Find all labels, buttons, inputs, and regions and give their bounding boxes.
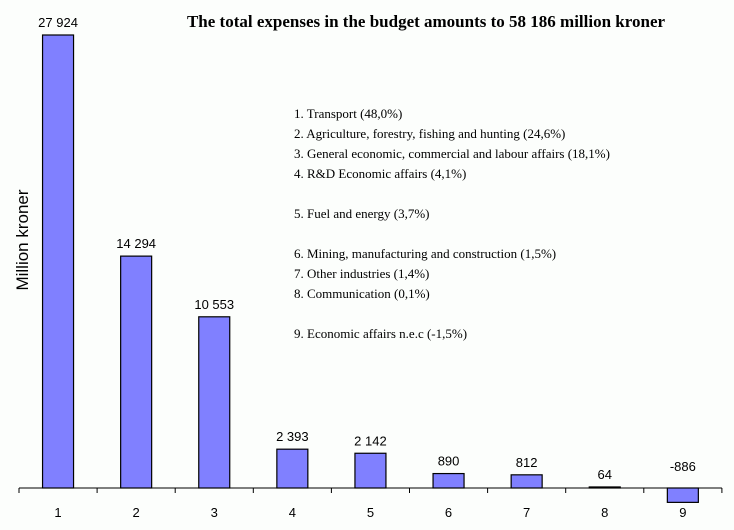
legend-entry-5: 5. Fuel and energy (3,7%)	[294, 206, 430, 221]
legend-entry-3: 3. General economic, commercial and labo…	[294, 146, 610, 161]
data-label-1: 27 924	[38, 15, 78, 30]
bar-2	[120, 255, 153, 489]
bar-3	[198, 316, 231, 489]
x-tick-label-8: 8	[601, 505, 608, 520]
data-label-3: 10 553	[194, 297, 234, 312]
bar-7	[510, 474, 543, 489]
x-tick-label-1: 1	[54, 505, 61, 520]
legend-entry-9: 9. Economic affairs n.e.c (-1,5%)	[294, 326, 467, 341]
legend-entry-6: 6. Mining, manufacturing and constructio…	[294, 246, 556, 261]
data-label-8: 64	[598, 467, 612, 482]
bar-1	[41, 34, 75, 489]
x-tick-label-4: 4	[289, 505, 296, 520]
y-axis-label: Million kroner	[13, 189, 32, 290]
data-label-9: -886	[670, 459, 696, 474]
legend-entry-8: 8. Communication (0,1%)	[294, 286, 430, 301]
bar-4	[276, 448, 309, 489]
bar-6	[432, 472, 465, 489]
x-tick-label-9: 9	[679, 505, 686, 520]
x-tick-label-5: 5	[367, 505, 374, 520]
legend-entry-7: 7. Other industries (1,4%)	[294, 266, 429, 281]
chart-title: The total expenses in the budget amounts…	[187, 12, 666, 31]
data-label-4: 2 393	[276, 429, 309, 444]
data-label-7: 812	[516, 455, 538, 470]
data-label-6: 890	[438, 454, 460, 469]
legend-entry-1: 1. Transport (48,0%)	[294, 106, 402, 121]
legend-entry-4: 4. R&D Economic affairs (4,1%)	[294, 166, 466, 181]
data-label-5: 2 142	[354, 433, 387, 448]
legend-entry-2: 2. Agriculture, forestry, fishing and hu…	[294, 126, 565, 141]
x-tick-label-3: 3	[211, 505, 218, 520]
data-label-2: 14 294	[116, 236, 156, 251]
x-tick-label-7: 7	[523, 505, 530, 520]
bar-9	[666, 487, 699, 503]
bar-5	[354, 452, 387, 489]
x-tick-label-2: 2	[133, 505, 140, 520]
x-tick-label-6: 6	[445, 505, 452, 520]
